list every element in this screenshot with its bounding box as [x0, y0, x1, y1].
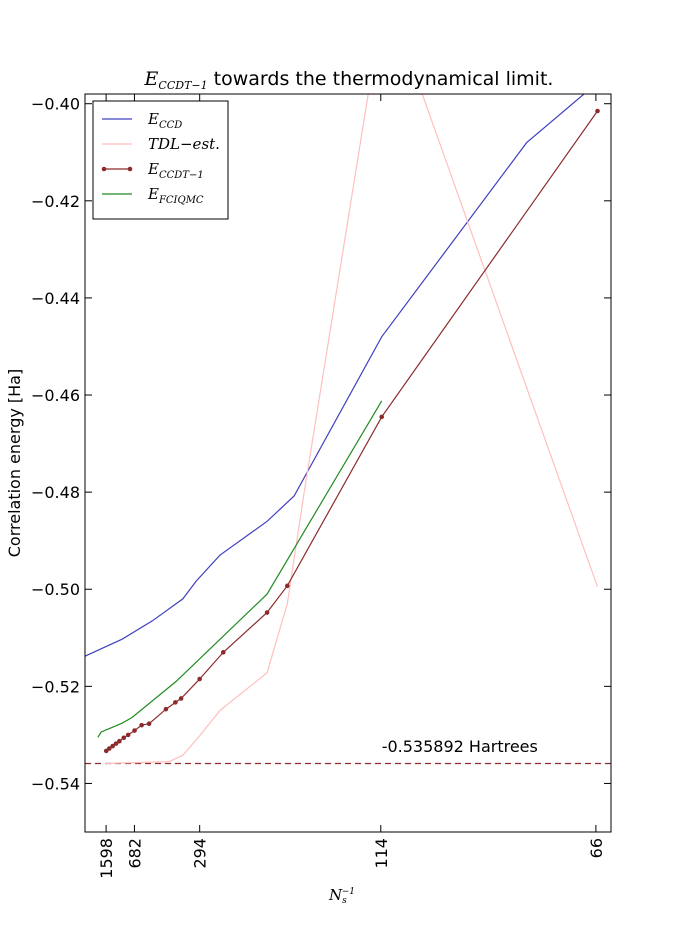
reference-annotation: -0.535892 Hartrees: [382, 737, 538, 756]
data-point: [285, 583, 290, 589]
data-point: [163, 706, 169, 712]
y-tick-label: −0.40: [31, 95, 80, 114]
legend-label: ECCDT−1: [147, 160, 204, 181]
axes-frame: [84, 93, 612, 833]
legend-marker: [101, 166, 107, 172]
data-point: [379, 414, 385, 420]
x-axis-label-symbol: N: [328, 886, 343, 904]
legend: ECCD TDL−est. ECCDT−1 EFCIQMC: [92, 100, 229, 220]
chart-title-subscript: CCDT−1: [158, 79, 207, 92]
axis-ticks: −0.40 −0.42 −0.44 −0.46 −0.48 −0.50 −0.52 −0.54…: [31, 94, 611, 879]
data-point: [146, 721, 152, 727]
x-axis-label-subscript: s: [342, 896, 347, 906]
legend-label: EFCIQMC: [147, 185, 204, 206]
x-tick-label: 294: [191, 838, 210, 869]
data-point: [125, 732, 131, 738]
data-point: [132, 728, 137, 733]
x-axis-label-superscript: −1: [342, 887, 355, 897]
data-point: [117, 738, 122, 744]
series-line-3: [97, 400, 383, 738]
y-tick-label: −0.46: [31, 386, 80, 405]
data-point: [139, 722, 144, 728]
x-axis-label: Ns−1: [328, 886, 355, 906]
legend-label: ECCD: [147, 110, 182, 131]
x-tick-label: 682: [125, 838, 144, 869]
y-tick-label: −0.54: [31, 774, 80, 793]
y-tick-label: −0.42: [31, 192, 80, 211]
ccdt-markers: [103, 108, 600, 754]
data-point: [110, 743, 115, 749]
y-tick-label: −0.50: [31, 580, 80, 599]
data-point: [106, 746, 112, 751]
series-line-1: [105, 94, 599, 765]
chart-title: ECCDT−1 towards the thermodynamical limi…: [144, 68, 554, 92]
chart-title-symbol: E: [144, 68, 159, 90]
x-tick-label: 66: [587, 838, 606, 858]
data-point: [173, 700, 178, 705]
x-tick-label: 114: [372, 838, 391, 869]
data-point: [595, 108, 600, 114]
chart-title-text: towards the thermodynamical limit.: [208, 68, 554, 90]
data-point: [113, 741, 119, 746]
data-point: [197, 676, 202, 682]
data-point: [121, 735, 127, 741]
legend-marker: [127, 166, 133, 172]
data-point: [220, 650, 226, 655]
series-line-0: [85, 94, 585, 657]
legend-box: [92, 100, 229, 220]
y-axis-label: Correlation energy [Ha]: [5, 369, 24, 557]
y-tick-label: −0.48: [31, 483, 80, 502]
legend-label: TDL−est.: [148, 135, 220, 153]
x-tick-label: 1598: [97, 838, 116, 879]
y-tick-label: −0.52: [31, 677, 80, 696]
y-tick-label: −0.44: [31, 289, 80, 308]
data-point: [178, 696, 184, 701]
data-point: [264, 610, 270, 615]
